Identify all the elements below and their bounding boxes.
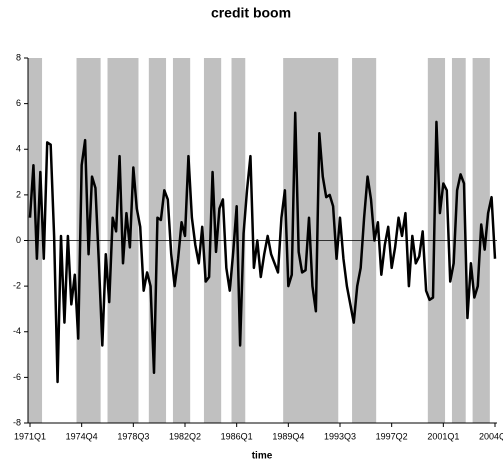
- x-tick-label: 2001Q1: [427, 431, 459, 441]
- y-tick-label: -6: [13, 372, 21, 382]
- x-tick-label: 2004Q4: [479, 431, 503, 441]
- y-tick-label: 2: [16, 189, 21, 199]
- x-tick-label: 1971Q1: [14, 431, 46, 441]
- x-tick-label: 1978Q3: [117, 431, 149, 441]
- y-tick-label: -8: [13, 417, 21, 427]
- y-tick-label: -4: [13, 326, 21, 336]
- x-tick-label: 1982Q2: [169, 431, 201, 441]
- x-tick-label: 1997Q2: [376, 431, 408, 441]
- x-tick-label: 1986Q1: [221, 431, 253, 441]
- chart-title: credit boom: [211, 5, 291, 21]
- y-tick-label: -2: [13, 281, 21, 291]
- x-axis-title: time: [252, 451, 273, 462]
- x-tick-label: 1993Q3: [324, 431, 356, 441]
- x-tick-label: 1974Q4: [66, 431, 98, 441]
- data-line: [28, 111, 497, 384]
- y-tick-label: 0: [16, 235, 21, 245]
- y-tick-label: 4: [16, 144, 21, 154]
- y-tick-label: 8: [16, 52, 21, 62]
- x-tick-label: 1989Q4: [272, 431, 304, 441]
- y-tick-label: 6: [16, 98, 21, 108]
